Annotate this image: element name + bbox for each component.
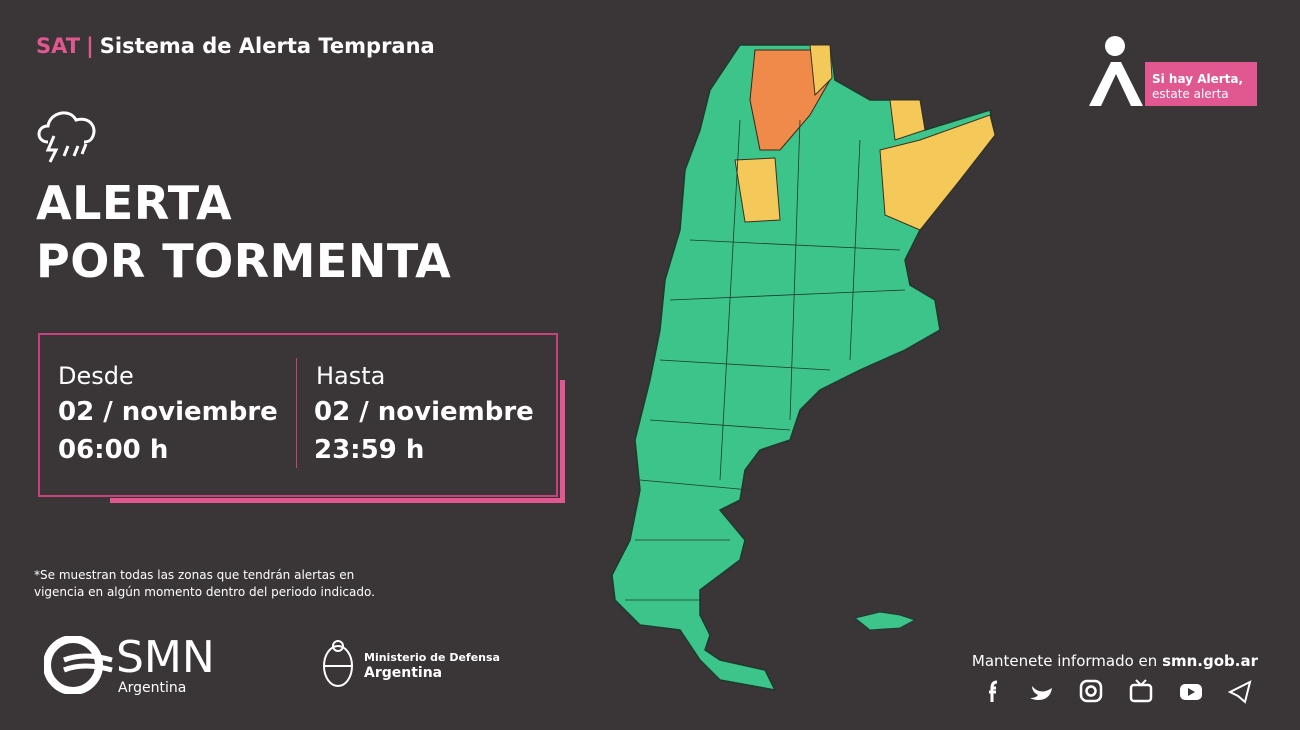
storm-icon: [37, 111, 96, 163]
header-title: Sistema de Alerta Temprana: [99, 34, 435, 58]
alert-title: POR TORMENTA: [36, 234, 452, 288]
from-label: Desde: [58, 362, 134, 390]
footnote: *Se muestran todas las zonas que tendrán…: [34, 568, 355, 582]
from-time: 06:00 h: [58, 435, 169, 465]
separator: |: [86, 34, 94, 58]
badge-icon: [1089, 36, 1257, 106]
to-time: 23:59 h: [314, 435, 425, 465]
badge-line: Si hay Alerta,: [1152, 72, 1244, 86]
alert-title: ALERTA: [36, 176, 233, 230]
header-tag: SAT: [36, 34, 81, 58]
map: [611, 44, 996, 692]
header: SAT | Sistema de Alerta Temprana: [36, 34, 435, 58]
to-date: 02 / noviembre: [314, 397, 534, 427]
footer: Mantenete informado en smn.gob.ar: [972, 652, 1258, 670]
ministry: Ministerio de Defensa: [364, 651, 500, 664]
smn-logo: SMN: [116, 632, 215, 683]
from-date: 02 / noviembre: [58, 397, 278, 427]
social-icons: [989, 679, 1252, 704]
ministry-country: Argentina: [364, 665, 443, 681]
badge-line: estate alerta: [1152, 87, 1229, 101]
coat-of-arms: [323, 640, 353, 687]
smn-country: Argentina: [118, 680, 187, 696]
footer-site: smn.gob.ar: [1162, 652, 1258, 670]
smn-logo-mark: [44, 636, 113, 694]
to-label: Hasta: [316, 362, 386, 390]
footer-text: Mantenete informado en: [971, 652, 1158, 670]
divider: [296, 358, 297, 468]
period-box: [38, 333, 558, 497]
box-shadow: [110, 380, 565, 503]
footnote: vigencia en algún momento dentro del per…: [34, 585, 375, 599]
